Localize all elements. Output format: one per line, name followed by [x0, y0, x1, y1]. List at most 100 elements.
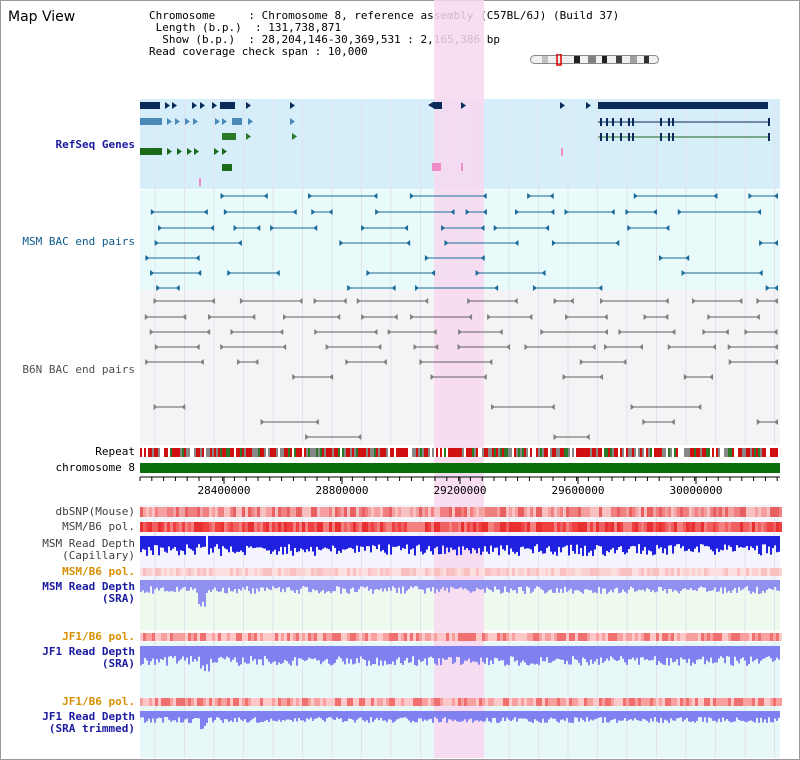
- repeat-element: [476, 448, 478, 457]
- heat-cell: [230, 522, 233, 532]
- depth-bar: [732, 536, 734, 552]
- repeat-element: [174, 448, 176, 457]
- heat-cell: [713, 507, 716, 517]
- track-label-msm-bac[interactable]: MSM BAC end pairs: [22, 235, 135, 248]
- depth-bar: [364, 536, 366, 551]
- depth-bar: [404, 536, 406, 549]
- depth-bar: [704, 580, 706, 588]
- depth-bar: [284, 536, 286, 547]
- heat-cell: [326, 522, 329, 532]
- depth-bar: [764, 580, 766, 593]
- heat-cell: [650, 507, 653, 517]
- depth-bar: [194, 536, 196, 555]
- heat-cell: [575, 698, 578, 706]
- heat-cell: [203, 698, 206, 706]
- depth-bar: [654, 711, 656, 718]
- depth-bar: [498, 536, 500, 556]
- heat-cell: [461, 698, 464, 706]
- heat-cell: [239, 698, 242, 706]
- repeat-element: [304, 448, 306, 457]
- depth-bar: [362, 580, 364, 587]
- bac-end-marker: [610, 209, 615, 215]
- depth-bar: [632, 711, 634, 721]
- depth-bar: [718, 646, 720, 659]
- refseq-genes-track[interactable]: [140, 101, 770, 187]
- heat-cell: [686, 522, 689, 532]
- repeat-element: [762, 448, 764, 457]
- depth-bar: [192, 536, 194, 551]
- heat-cell: [761, 698, 764, 706]
- heat-cell: [671, 507, 674, 517]
- repeat-element: [538, 448, 540, 457]
- depth-bar: [502, 536, 504, 550]
- repeat-element: [242, 448, 244, 457]
- b6n-bac-track[interactable]: [144, 298, 778, 440]
- depth-bar: [350, 580, 352, 589]
- depth-bar: [660, 711, 662, 718]
- track-label-b6n-bac[interactable]: B6N BAC end pairs: [22, 363, 135, 376]
- heat-cell: [212, 507, 215, 517]
- msm-bac-track[interactable]: [145, 193, 778, 291]
- depth-bar: [628, 580, 630, 590]
- depth-bar: [230, 580, 232, 592]
- depth-bar: [624, 646, 626, 663]
- bac-end-marker: [475, 270, 480, 276]
- repeat-element: [314, 448, 316, 457]
- repeat-element: [346, 448, 348, 457]
- heat-cell: [767, 522, 770, 532]
- depth-bar: [562, 580, 564, 593]
- heat-cell: [407, 507, 410, 517]
- track-label-jf1-read-depth-sra-1: JF1 Read Depth: [42, 645, 135, 658]
- heat-cell: [239, 568, 242, 576]
- depth-bar: [652, 711, 654, 722]
- depth-bar: [250, 711, 252, 721]
- bac-end-marker: [562, 374, 567, 380]
- bac-end-marker: [659, 255, 664, 261]
- heat-cell: [230, 507, 233, 517]
- depth-bar: [378, 711, 380, 721]
- repeat-element: [442, 448, 444, 457]
- depth-bar: [662, 536, 664, 554]
- depth-bar: [434, 646, 436, 664]
- heat-cell: [548, 633, 551, 641]
- depth-bar: [620, 711, 622, 721]
- heat-cell: [599, 568, 602, 576]
- track-label-refseq-genes[interactable]: RefSeq Genes: [55, 138, 135, 151]
- chromosome-ideogram[interactable]: [530, 54, 662, 66]
- depth-bar: [756, 580, 758, 587]
- gene-block: [432, 163, 441, 171]
- repeat-element: [368, 448, 370, 457]
- heat-cell: [224, 698, 227, 706]
- heat-cell: [449, 698, 452, 706]
- heat-cell: [572, 522, 575, 532]
- depth-bar: [416, 646, 418, 666]
- depth-bar: [286, 580, 288, 588]
- depth-bar: [296, 711, 298, 722]
- depth-bar: [254, 580, 256, 594]
- depth-bar: [730, 580, 732, 594]
- depth-bar: [328, 711, 330, 718]
- repeat-element: [576, 448, 578, 457]
- depth-bar: [518, 646, 520, 666]
- heat-cell: [314, 698, 317, 706]
- depth-bar: [234, 711, 236, 718]
- bac-end-marker: [424, 255, 429, 261]
- repeat-element: [508, 448, 510, 457]
- depth-bar: [500, 646, 502, 661]
- repeat-element: [316, 448, 318, 457]
- heat-cell: [338, 507, 341, 517]
- bac-end-marker: [410, 314, 415, 320]
- heat-cell: [155, 522, 158, 532]
- depth-bar: [324, 711, 326, 722]
- heat-cell: [647, 698, 650, 706]
- depth-bar: [418, 711, 420, 719]
- depth-bar: [244, 536, 246, 556]
- repeat-element: [260, 448, 262, 457]
- depth-bar: [728, 536, 730, 546]
- repeat-element: [748, 448, 750, 457]
- depth-bar: [188, 646, 190, 665]
- heat-cell: [350, 507, 353, 517]
- depth-bar: [422, 711, 424, 722]
- depth-bar: [476, 646, 478, 663]
